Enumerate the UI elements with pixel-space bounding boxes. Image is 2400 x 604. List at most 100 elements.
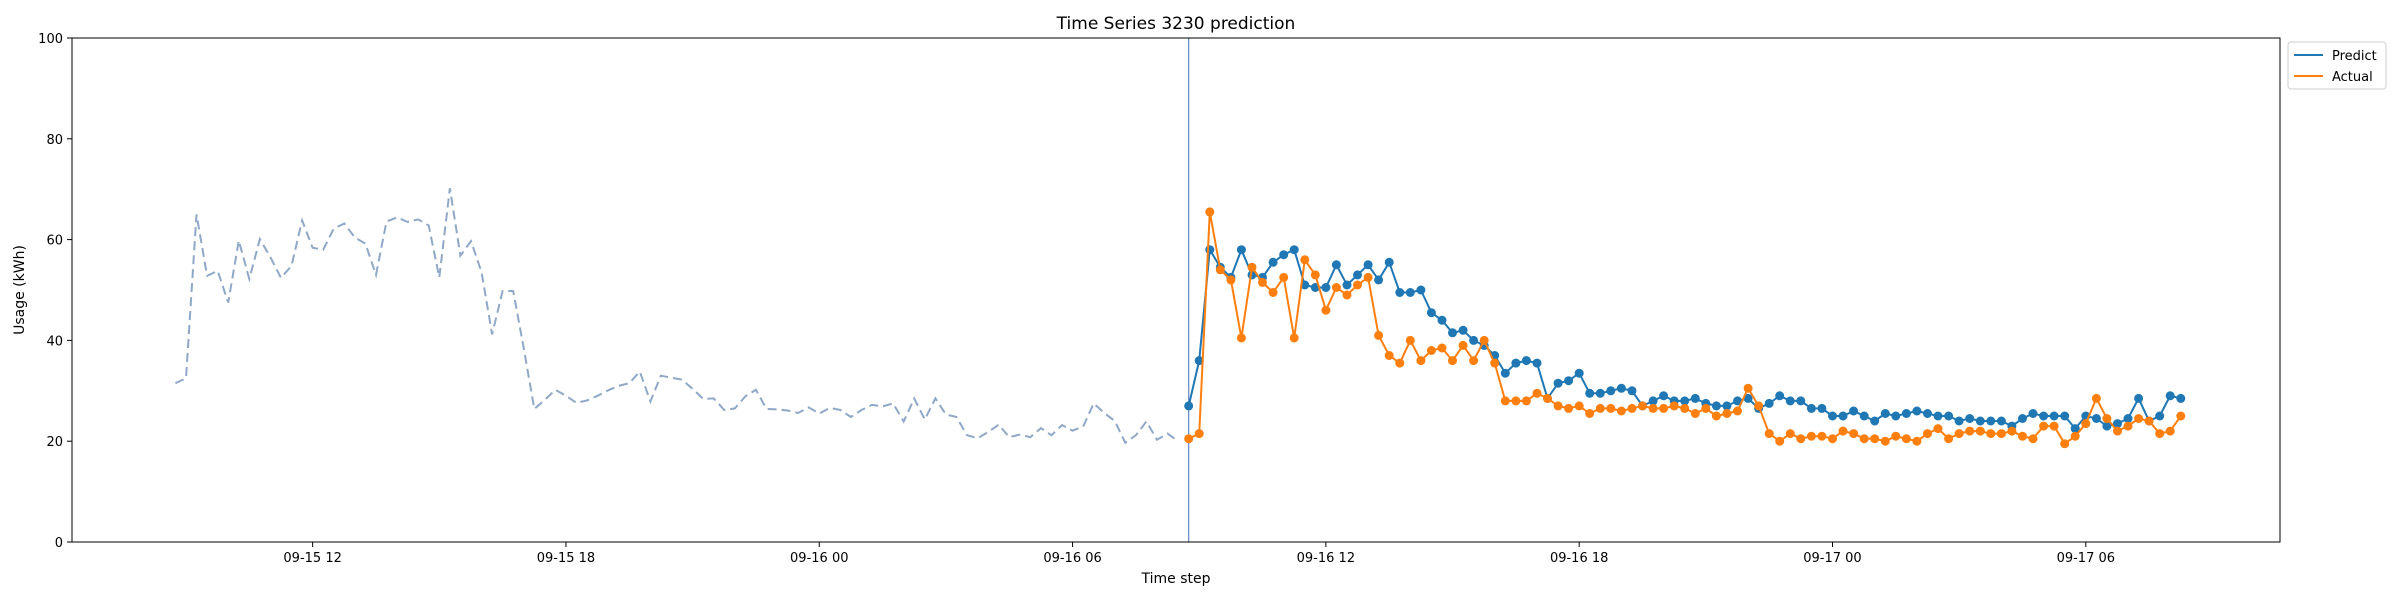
predict-point xyxy=(1289,245,1299,255)
actual-point xyxy=(1215,265,1225,275)
actual-point xyxy=(1469,356,1479,366)
actual-point xyxy=(2155,429,2165,439)
actual-point xyxy=(2091,393,2101,403)
predict-point xyxy=(1859,411,1869,421)
actual-point xyxy=(1711,411,1721,421)
actual-point xyxy=(1923,429,1932,439)
y-tick-label: 60 xyxy=(46,234,63,249)
x-tick-label: 09-16 06 xyxy=(1043,551,1101,566)
predict-point xyxy=(1996,416,2006,426)
actual-point xyxy=(1595,403,1605,413)
actual-point xyxy=(2070,431,2080,441)
predict-point xyxy=(2134,393,2144,403)
actual-point xyxy=(1975,426,1985,436)
predict-point xyxy=(2049,411,2059,421)
actual-point xyxy=(1648,403,1658,413)
actual-point xyxy=(1342,290,1352,300)
x-axis-label: Time step xyxy=(1141,571,1211,587)
predict-point xyxy=(1236,245,1246,255)
predict-point xyxy=(1785,396,1795,406)
predict-point xyxy=(1448,328,1457,338)
actual-point xyxy=(1859,434,1869,444)
actual-point xyxy=(1437,343,1447,353)
legend-predict-label: Predict xyxy=(2332,49,2377,64)
actual-point xyxy=(2165,426,2175,436)
actual-point xyxy=(1258,277,1267,287)
predict-point xyxy=(1268,257,1278,267)
predict-point xyxy=(1374,275,1384,285)
actual-point xyxy=(2049,421,2059,431)
predict-point xyxy=(1828,411,1837,421)
legend-actual-label: Actual xyxy=(2332,70,2373,85)
predict-point xyxy=(1954,416,1964,426)
actual-point xyxy=(1828,434,1837,444)
actual-point xyxy=(1722,409,1732,418)
actual-point xyxy=(1384,351,1394,360)
actual-point xyxy=(1321,305,1331,315)
predict-point xyxy=(1627,386,1637,396)
actual-point xyxy=(1785,429,1795,439)
predict-point xyxy=(1553,378,1563,388)
actual-point xyxy=(1331,283,1341,292)
actual-point xyxy=(1754,401,1764,411)
predict-point xyxy=(1395,288,1405,297)
predict-point xyxy=(1616,383,1626,393)
predict-point xyxy=(2113,419,2122,429)
predict-point xyxy=(1353,270,1362,280)
actual-point xyxy=(2028,434,2038,444)
actual-point xyxy=(1891,431,1901,441)
x-tick-label: 09-16 12 xyxy=(1297,551,1355,566)
actual-point xyxy=(1701,403,1711,413)
predict-point xyxy=(2070,424,2080,434)
actual-point xyxy=(1490,358,1500,368)
predict-point xyxy=(1194,356,1204,366)
actual-point xyxy=(1690,409,1700,418)
actual-point xyxy=(1511,396,1521,406)
actual-point xyxy=(1184,434,1194,444)
actual-point xyxy=(1743,383,1753,393)
predict-point xyxy=(1521,356,1531,366)
actual-point xyxy=(1616,406,1626,416)
predict-point xyxy=(1405,288,1415,297)
actual-point xyxy=(1363,272,1373,282)
predict-point xyxy=(1912,406,1922,416)
x-tick-label: 09-15 18 xyxy=(537,551,595,566)
actual-point xyxy=(1226,275,1236,285)
predict-point xyxy=(1363,260,1373,270)
actual-point xyxy=(2007,426,2017,436)
actual-point xyxy=(1817,431,1827,441)
y-tick-label: 40 xyxy=(46,334,63,349)
actual-point xyxy=(1606,403,1616,413)
predict-point xyxy=(1806,403,1816,413)
actual-point xyxy=(1448,356,1457,366)
predict-point xyxy=(1532,358,1542,368)
predict-point xyxy=(1279,250,1289,260)
actual-point xyxy=(1458,340,1468,350)
y-tick-label: 20 xyxy=(46,435,63,450)
legend: Predict Actual xyxy=(2287,41,2387,90)
predict-point xyxy=(1384,257,1394,267)
predict-point xyxy=(1511,358,1521,368)
actual-point xyxy=(1659,403,1669,413)
predict-point xyxy=(1901,409,1911,418)
predict-point xyxy=(1595,388,1605,398)
actual-point xyxy=(2134,414,2144,423)
y-tick-label: 0 xyxy=(55,536,63,551)
history-line xyxy=(174,188,1179,445)
actual-point xyxy=(1353,280,1362,290)
predict-point xyxy=(2060,411,2070,421)
predict-point xyxy=(1331,260,1341,270)
actual-point xyxy=(1986,429,1996,439)
actual-point xyxy=(1268,288,1278,297)
chart-title: Time Series 3230 prediction xyxy=(1056,14,1296,34)
predict-point xyxy=(2102,421,2112,431)
actual-point xyxy=(1205,207,1215,217)
actual-point xyxy=(1838,426,1848,436)
predict-point xyxy=(2039,411,2049,421)
predict-point xyxy=(1205,245,1215,255)
actual-point xyxy=(1194,429,1204,439)
actual-point xyxy=(1289,333,1299,343)
actual-point xyxy=(1796,434,1806,444)
predict-point xyxy=(2155,411,2165,421)
